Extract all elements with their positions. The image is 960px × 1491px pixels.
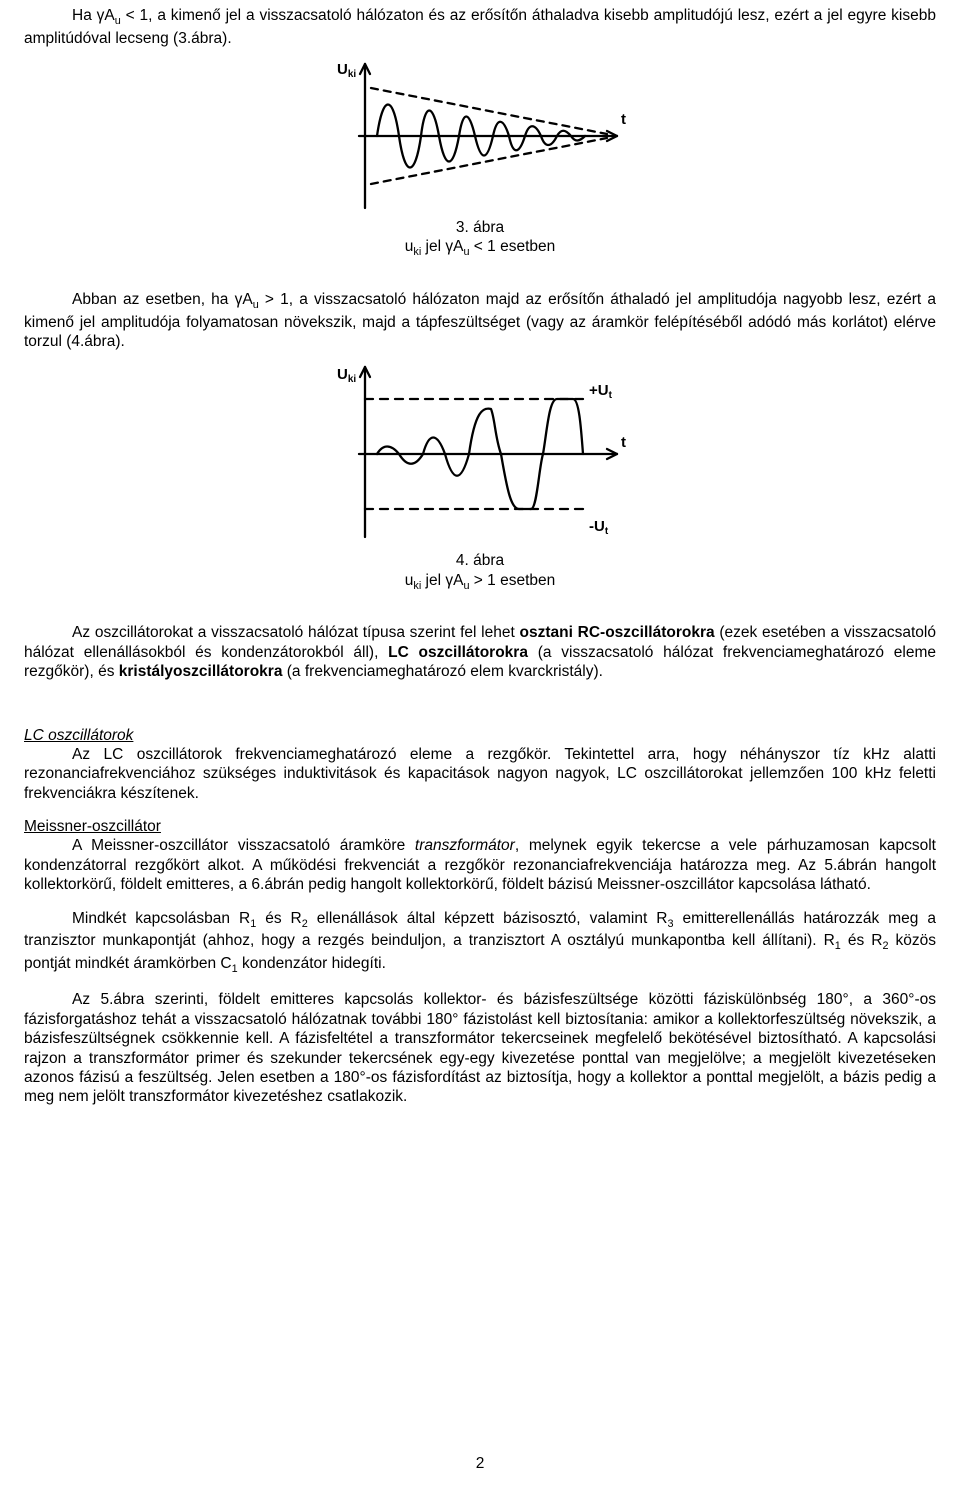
heading-text: LC oszcillátorok bbox=[24, 727, 133, 744]
page-number-value: 2 bbox=[476, 1455, 485, 1472]
text: A Meissner-oszcillátor visszacsatoló ára… bbox=[72, 837, 415, 854]
page-number: 2 bbox=[0, 1454, 960, 1473]
text: < 1, a kimenő jel a visszacsatoló hálóza… bbox=[24, 7, 936, 47]
figure-4-svg: Uki +Ut t -Ut bbox=[325, 359, 635, 549]
paragraph-meissner-phase: Az 5.ábra szerinti, földelt emitteres ka… bbox=[24, 990, 936, 1106]
paragraph-case-gt1: Abban az esetben, ha γAu > 1, a visszacs… bbox=[24, 290, 936, 351]
document-page: Ha γAu < 1, a kimenő jel a visszacsatoló… bbox=[0, 0, 960, 1491]
paragraph-intro-case-lt1: Ha γAu < 1, a kimenő jel a visszacsatoló… bbox=[24, 6, 936, 48]
text-bold: LC oszcillátorokra bbox=[388, 644, 528, 661]
text: Mindkét kapcsolásban R bbox=[72, 910, 250, 927]
text: Ha γA bbox=[72, 7, 115, 24]
text: Az oszcillátorokat a visszacsatoló hálóz… bbox=[72, 624, 520, 641]
text-bold: osztani RC-oszcillátorokra bbox=[520, 624, 715, 641]
paragraph-meissner-bias: Mindkét kapcsolásban R1 és R2 ellenállás… bbox=[24, 909, 936, 977]
axis-label-x: t bbox=[621, 111, 626, 128]
text: és R bbox=[256, 910, 302, 927]
text: Az 5.ábra szerinti, földelt emitteres ka… bbox=[24, 991, 936, 1105]
text: és R bbox=[841, 932, 883, 949]
limit-label-top: +Ut bbox=[589, 382, 613, 401]
text: ellenállások által képzett bázisosztó, v… bbox=[308, 910, 668, 927]
axis-label-x: t bbox=[621, 434, 626, 451]
text-italic: transzformátor bbox=[415, 837, 515, 854]
text: (a frekvenciameghatározó elem kvarckrist… bbox=[282, 663, 602, 680]
text-bold: kristályoszcillátorokra bbox=[119, 663, 283, 680]
axis-label-y: Uki bbox=[337, 366, 356, 385]
heading-meissner: Meissner-oszcillátor bbox=[24, 817, 936, 836]
text: Az LC oszcillátorok frekvenciameghatároz… bbox=[24, 746, 936, 802]
figure-3: Uki t 3. ábra uki jel γAu < 1 esetben bbox=[24, 56, 936, 260]
paragraph-meissner-intro: A Meissner-oszcillátor visszacsatoló ára… bbox=[24, 836, 936, 894]
heading-text: Meissner-oszcillátor bbox=[24, 818, 161, 835]
figure-4-caption: 4. ábra uki jel γAu > 1 esetben bbox=[24, 551, 936, 593]
paragraph-oscillator-types: Az oszcillátorokat a visszacsatoló hálóz… bbox=[24, 623, 936, 681]
caption-line-1: 3. ábra bbox=[456, 219, 504, 236]
heading-lc-oscillators: LC oszcillátorok bbox=[24, 726, 936, 745]
text: Abban az esetben, ha γA bbox=[72, 291, 253, 308]
paragraph-lc-intro: Az LC oszcillátorok frekvenciameghatároz… bbox=[24, 745, 936, 803]
caption-line-1: 4. ábra bbox=[456, 552, 504, 569]
text: jel γA bbox=[421, 572, 463, 589]
text: < 1 esetben bbox=[469, 238, 555, 255]
text: kondenzátor hidegíti. bbox=[238, 955, 386, 972]
figure-4: Uki +Ut t -Ut 4. ábra uki jel γAu > 1 es… bbox=[24, 359, 936, 593]
limit-label-bottom: -Ut bbox=[589, 518, 609, 537]
axis-label-y: Uki bbox=[337, 61, 356, 80]
text: > 1 esetben bbox=[469, 572, 555, 589]
text: jel γA bbox=[421, 238, 463, 255]
figure-3-caption: 3. ábra uki jel γAu < 1 esetben bbox=[24, 218, 936, 260]
figure-3-svg: Uki t bbox=[325, 56, 635, 216]
